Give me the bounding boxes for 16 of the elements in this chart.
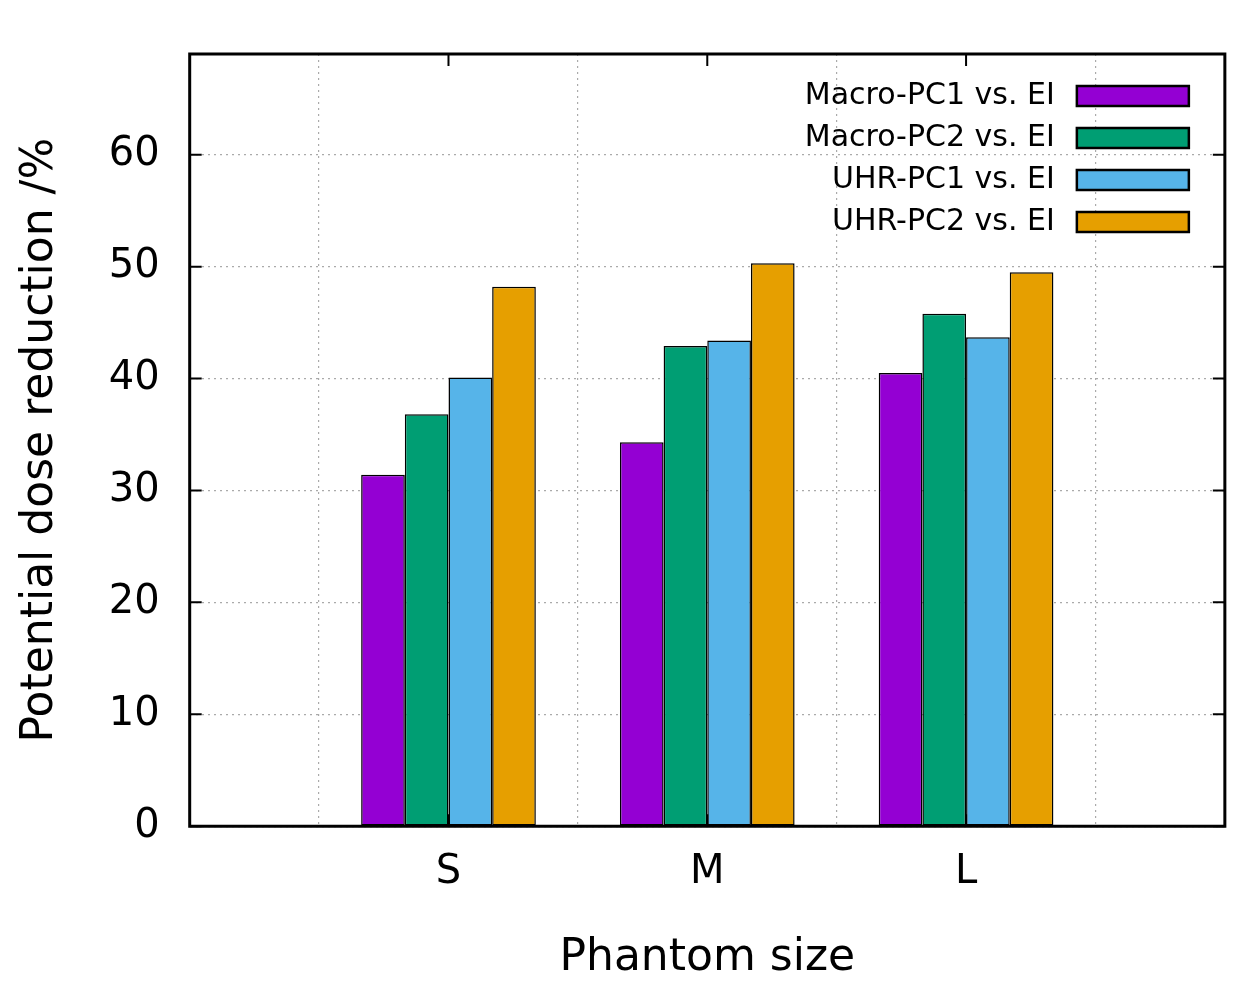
x-tick-label: S: [435, 845, 462, 892]
legend-label: UHR-PC1 vs. EI: [831, 159, 1055, 195]
y-tick-label: 20: [108, 575, 160, 622]
y-tick-label: 10: [108, 687, 160, 734]
y-tick-label: 60: [108, 128, 160, 175]
legend-label: Macro-PC1 vs. EI: [804, 75, 1055, 111]
y-tick-label: 30: [108, 463, 160, 510]
y-tick-label: 0: [134, 799, 160, 846]
x-tick-label: M: [690, 845, 725, 892]
legend-label: Macro-PC2 vs. EI: [804, 117, 1055, 153]
y-axis-title: Potential dose reduction /%: [10, 137, 62, 743]
legend-label: UHR-PC2 vs. EI: [831, 201, 1055, 237]
x-axis-title: Phantom size: [559, 929, 856, 981]
y-tick-label: 50: [108, 240, 160, 287]
x-tick-label: L: [954, 845, 978, 892]
y-tick-label: 40: [108, 351, 160, 398]
